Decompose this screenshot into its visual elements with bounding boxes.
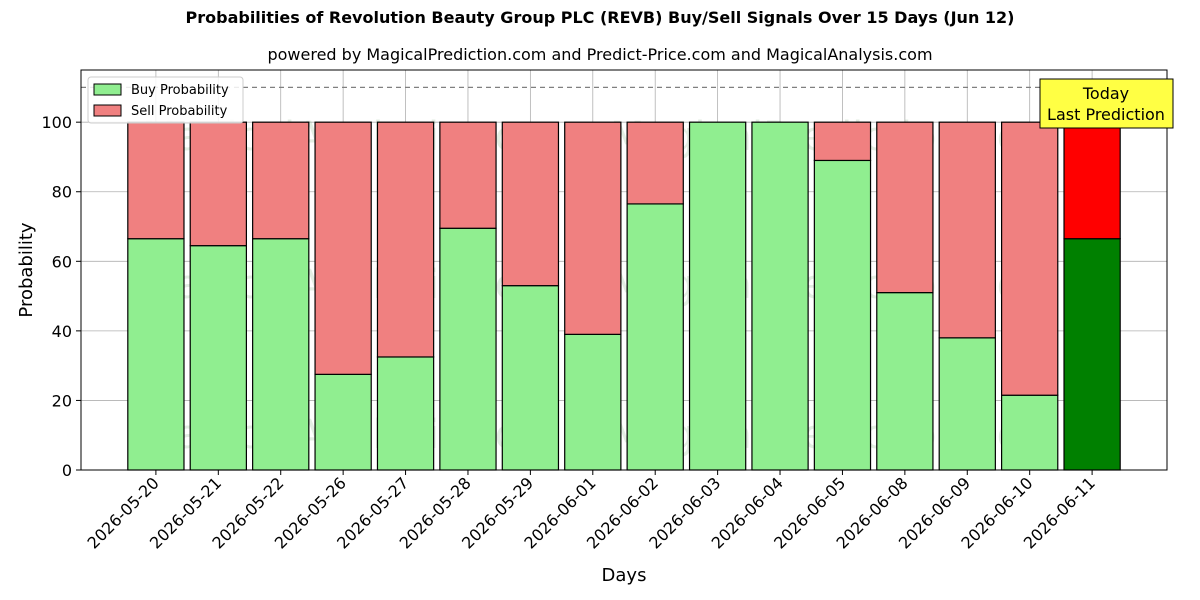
legend-swatch: [93, 83, 122, 96]
chart-title: Probabilities of Revolution Beauty Group…: [185, 8, 1015, 27]
y-tick-label: 0: [62, 461, 72, 480]
buy-bar: [252, 238, 310, 471]
sell-bar: [376, 121, 435, 358]
y-tick-label: 40: [52, 322, 72, 341]
buy-bar: [1063, 238, 1121, 471]
buy-bar: [876, 292, 934, 471]
buy-bar: [501, 285, 560, 471]
annotation-layer: Today Last Prediction: [1039, 78, 1174, 129]
sell-bar: [876, 121, 934, 294]
buy-bar: [1001, 394, 1059, 471]
buy-bar: [751, 121, 809, 471]
legend-label: Sell Probability: [131, 104, 228, 119]
y-tick-label: 100: [41, 113, 72, 132]
plot-frame: [80, 69, 1168, 471]
buy-bar: [564, 333, 622, 471]
buy-bar: [813, 159, 872, 471]
sell-bar: [252, 121, 310, 240]
sell-bar: [813, 121, 872, 162]
buy-bar: [626, 203, 684, 471]
sell-bar: [1001, 121, 1059, 396]
bars-layer: [127, 121, 1121, 471]
legend: Buy Probability Sell Probability: [87, 76, 244, 124]
chart-subtitle: powered by MagicalPrediction.com and Pre…: [267, 45, 933, 64]
legend-box: [87, 76, 244, 124]
buy-bar: [314, 373, 372, 471]
sell-bar: [501, 121, 560, 287]
buy-bar: [938, 337, 996, 471]
sell-bar: [314, 121, 372, 375]
y-tick-label: 60: [52, 252, 72, 271]
sell-bar: [564, 121, 622, 335]
legend-label: Buy Probability: [131, 83, 229, 98]
annotation-line2: Last Prediction: [1047, 105, 1165, 124]
today-annotation-box: [1039, 78, 1174, 129]
sell-bar: [938, 121, 996, 339]
buy-bar: [688, 121, 747, 471]
y-tick-label: 20: [52, 391, 72, 410]
sell-bar: [1063, 121, 1121, 240]
x-axis-label: Days: [602, 565, 647, 586]
legend-swatch: [93, 104, 122, 117]
sell-bar: [626, 121, 684, 205]
y-tick-label: 80: [52, 183, 72, 202]
buy-bar: [439, 227, 497, 471]
buy-bar: [189, 245, 247, 471]
buy-bar: [376, 356, 435, 471]
y-axis-label: Probability: [16, 222, 37, 317]
annotation-line1: Today: [1082, 84, 1129, 103]
buy-bar: [127, 238, 185, 471]
sell-bar: [189, 121, 247, 247]
sell-bar: [439, 121, 497, 229]
sell-bar: [127, 121, 185, 240]
